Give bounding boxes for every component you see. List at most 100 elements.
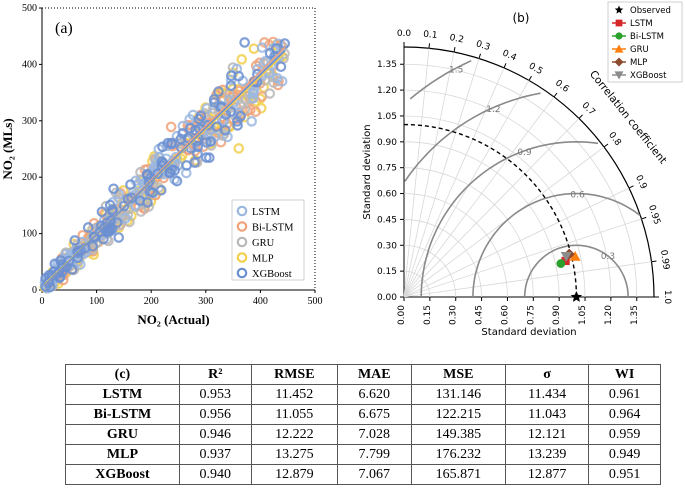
scatter-point-xgboost [213, 86, 224, 97]
std-x-tick-label: 1.05 [578, 305, 588, 325]
x-axis-label: NO₂ (Actual) [137, 312, 209, 327]
scatter-point-xgboost [225, 80, 237, 92]
corr-tick-mark [453, 47, 456, 53]
legend-label: GRU [630, 45, 649, 55]
rmsd-label: 0.9 [517, 148, 532, 158]
legend-marker [236, 221, 248, 232]
table-cell: 6.675 [336, 404, 412, 425]
corr-tick-mark [651, 260, 657, 263]
x-tick-label: 500 [308, 296, 323, 307]
corr-tick-label: 0.5 [527, 61, 544, 77]
scatter-point-gru [153, 182, 165, 194]
corr-tick-mark [428, 43, 430, 49]
table-row: XGBoost 0.940 12.879 7.067 165.871 12.877 0.95… [65, 464, 661, 485]
scatter-point-xgboost [192, 141, 204, 153]
scatter-point-xgboost [69, 235, 81, 246]
table-cell: 131.146 [410, 384, 507, 405]
corr-tick-mark [628, 185, 634, 189]
table-cell: 13.239 [505, 444, 590, 465]
corr-grid-line [403, 51, 455, 298]
corr-grid-line [403, 67, 505, 298]
std-grid-arc [403, 244, 457, 298]
scatter-point-lstm [201, 103, 213, 114]
rmsd-arc [420, 140, 599, 298]
column-header: R² [178, 364, 252, 385]
x-tick-label: 0 [40, 296, 45, 307]
row-model-label: LSTM [65, 384, 180, 405]
scatter-point-mlp [236, 54, 248, 65]
scatter-point-xgboost [211, 121, 223, 133]
corr-tick-label: 0.0 [397, 29, 412, 39]
table-cell: 11.043 [505, 404, 590, 425]
legend-marker [614, 5, 624, 14]
scatter-chart: 0 100 200 300 400 500 0 100 200 300 400 500 NO₂ (Act… [0, 3, 323, 327]
std-x-tick-label: 0.30 [449, 305, 459, 325]
std-grid-arc [403, 63, 638, 298]
table-cell: 11.452 [250, 384, 338, 405]
scatter-point-xgboost [195, 110, 207, 122]
corr-tick-label: 0.9 [633, 174, 648, 191]
rmsd-arc [409, 59, 472, 100]
scatter-point-xgboost [143, 176, 155, 188]
y-tick-label: 300 [22, 116, 37, 127]
corr-tick-label: 0.8 [606, 130, 623, 148]
y-axis-label: NO₂ (MLs) [0, 118, 15, 179]
taylor-x-label: Standard deviation [481, 327, 576, 338]
std-y-tick-label: 1.35 [377, 60, 397, 70]
std-y-tick-label: 0.00 [377, 293, 397, 303]
corr-tick-label: 0.99 [658, 249, 671, 271]
legend-marker [236, 236, 248, 248]
scatter-point-xgboost [82, 222, 94, 233]
legend-label: XGBoost [252, 269, 292, 280]
scatter-point-xgboost [105, 215, 116, 227]
scatter-point-xgboost [235, 110, 246, 122]
y-tick-label: 0 [32, 285, 37, 296]
corr-grid-line [403, 58, 480, 298]
table-cell: 12.879 [250, 464, 338, 485]
scatter-point-lstm [222, 131, 233, 143]
scatter-point-xgboost [125, 179, 136, 190]
rmsd-arc [523, 244, 629, 297]
table-cell: 0.951 [588, 464, 661, 485]
table-cell: 12.121 [505, 424, 590, 445]
scatter-point-xgboost [111, 217, 123, 228]
legend-label: LSTM [252, 207, 281, 218]
legend-marker [614, 44, 624, 53]
scatter-point-xgboost [87, 241, 99, 252]
std-x-tick-label: 1.20 [604, 305, 614, 325]
table-cell: 0.959 [588, 424, 661, 445]
scatter-point-xgboost [166, 138, 177, 150]
table-cell: 7.028 [336, 424, 412, 445]
legend-marker [614, 71, 624, 80]
scatter-point-xgboost [98, 233, 109, 245]
std-y-tick-label: 0.30 [377, 241, 397, 251]
x-tick-label: 300 [198, 296, 213, 307]
scatter-point-xgboost [157, 141, 168, 153]
scatter-point-bi-lstm [245, 104, 256, 116]
y-tick-label: 400 [22, 59, 37, 70]
scatter-point-xgboost [169, 164, 180, 176]
scatter-point-xgboost [52, 268, 63, 279]
taylor-point-lstm [561, 256, 570, 266]
corr-tick-mark [553, 92, 558, 98]
taylor-diagram: 0.0 0.1 0.2 0.30.40.50.60.70.80.90.950.991.… [362, 1, 683, 338]
scatter-point-xgboost [72, 247, 84, 259]
std-grid-arc [403, 141, 560, 298]
scatter-point-xgboost [225, 106, 237, 117]
corr-grid-line [403, 118, 580, 298]
scatter-point-bi-lstm [77, 229, 89, 241]
table-cell: 0.956 [178, 404, 252, 425]
scatter-point-xgboost [239, 37, 250, 48]
taylor-legend [607, 1, 683, 83]
scatter-point-xgboost [226, 70, 237, 81]
legend-label: Bi-LSTM [630, 32, 664, 42]
table-cell: 176.232 [410, 444, 507, 465]
corr-tick-label: 1.0 [662, 290, 672, 305]
taylor-point-gru [569, 250, 581, 261]
scatter-point-lstm [170, 151, 182, 163]
column-header: WI [588, 364, 661, 385]
legend-label: Bi-LSTM [252, 223, 294, 234]
legend-label: Observed [630, 6, 671, 16]
scatter-point-xgboost [66, 264, 78, 275]
column-header: MSE [410, 364, 507, 385]
